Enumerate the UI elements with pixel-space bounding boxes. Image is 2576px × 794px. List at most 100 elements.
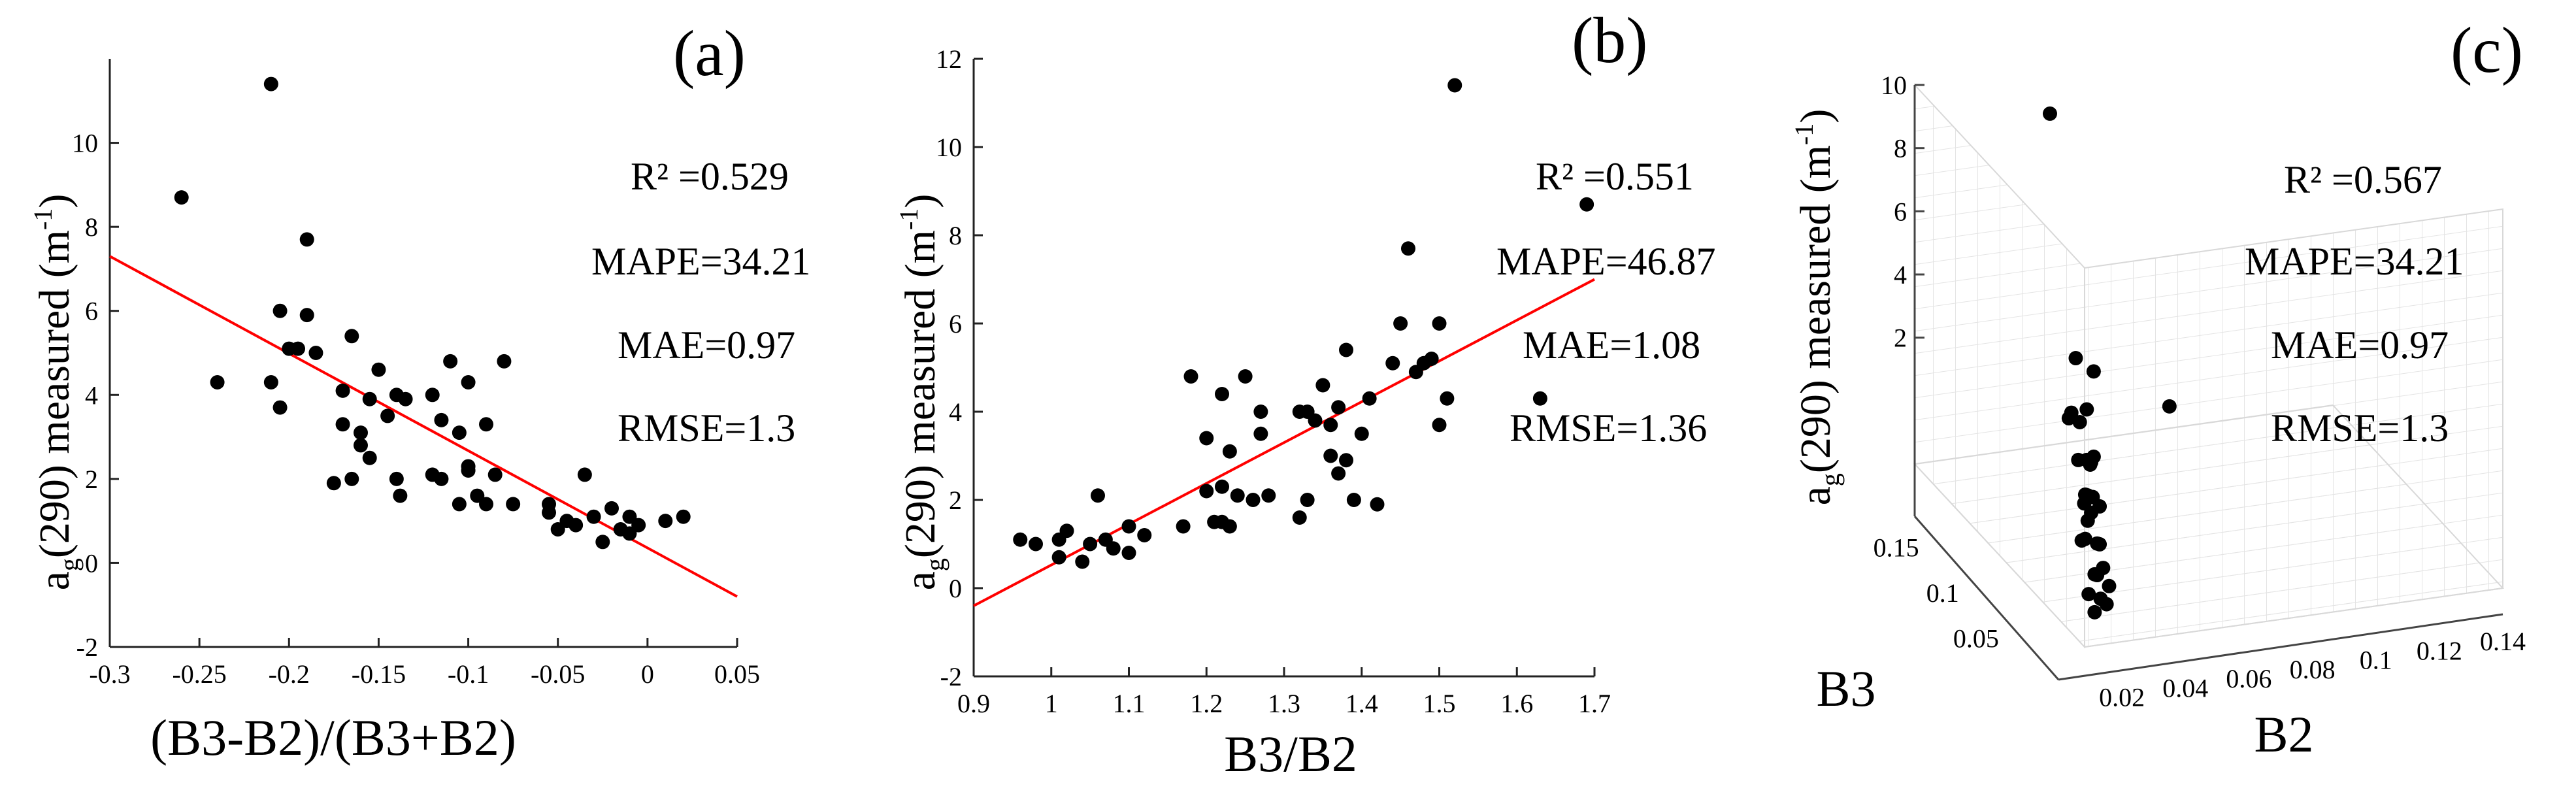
panel-a-stat-mae: MAE=0.97 — [618, 323, 795, 367]
panel-b-point — [1222, 519, 1237, 534]
panel-b-ytick-label: 8 — [949, 221, 962, 250]
panel-b-point — [1029, 537, 1043, 552]
panel-a-ytick-label: -2 — [76, 633, 98, 662]
panel-c-xlabel: B2 — [2254, 706, 2313, 763]
panel-a-point — [443, 354, 458, 369]
panel-b-point — [1579, 197, 1594, 212]
panel-a-point — [658, 514, 673, 529]
panel-a-point — [595, 535, 610, 550]
panel-b-point — [1292, 510, 1307, 525]
panel-b-point — [1432, 418, 1447, 433]
panel-a-point — [398, 391, 413, 406]
panel-a-letter: (a) — [673, 17, 746, 90]
panel-a-point — [487, 467, 503, 482]
panel-c-b2-tick-label: 0.12 — [2417, 636, 2462, 665]
panel-b-point — [1393, 316, 1408, 331]
panel-c-b2-tick-label: 0.06 — [2226, 664, 2271, 693]
panel-b-point — [1339, 342, 1353, 357]
panel-a-point — [335, 383, 350, 398]
panel-b-xtick-label: 1 — [1045, 689, 1058, 718]
panel-b-point — [1424, 352, 1439, 366]
panel-b-stat-mae: MAE=1.08 — [1523, 323, 1700, 367]
panel-b-point — [1137, 528, 1152, 542]
panel-c-texts: (c) B2 B3 ag(290) measured (m-1) R² =0.5… — [1789, 14, 2523, 763]
panel-a-ytick-label: 8 — [85, 212, 98, 242]
panel-a-point — [380, 408, 395, 423]
panel-b-point — [1440, 391, 1455, 406]
panel-b-xtick-label: 1.6 — [1500, 689, 1533, 718]
panel-b-point — [1215, 479, 1229, 494]
b3-axis-line — [1913, 516, 2060, 680]
panel-b-ylabel-rest: (290) measured (m — [897, 230, 944, 558]
panel-a-point — [354, 425, 368, 440]
panel-b-point — [1246, 493, 1261, 507]
panel-c-point — [2102, 578, 2117, 593]
panel-c-letter: (c) — [2451, 14, 2523, 86]
panel-b-point — [1354, 426, 1369, 441]
panel-b-point — [1331, 400, 1346, 415]
panel-a-point — [604, 501, 619, 516]
panel-c-ylabel-sub: g — [1815, 473, 1845, 486]
panel-a-stat-mape: MAPE=34.21 — [591, 240, 811, 283]
panel-b-xtick-label: 1.7 — [1578, 689, 1611, 718]
panel-c-point — [2162, 399, 2177, 414]
panel-b-point — [1401, 241, 1415, 256]
panel-b-point — [1362, 391, 1377, 406]
panel-b-stat-rmse: RMSE=1.36 — [1510, 406, 1707, 450]
panel-c-point — [2080, 513, 2095, 528]
panel-a-xtick-label: -0.1 — [448, 659, 489, 689]
panel-b-xtick-label: 0.9 — [957, 689, 990, 718]
panel-b-ytick-label: 0 — [949, 574, 962, 603]
panel-a-ylabel-sup: -1 — [28, 208, 58, 230]
panel-b-point — [1532, 391, 1547, 406]
panel-a-point — [676, 509, 691, 524]
panel-b-point — [1215, 387, 1229, 401]
svg-text:ag(290) measured (m-1): ag(290) measured (m-1) — [28, 194, 84, 591]
panel-b-point — [1091, 488, 1105, 503]
panel-a-texts: (a) (B3-B2)/(B3+B2) ag(290) measured (m-… — [28, 17, 811, 766]
panel-a: -0.3 -0.25 -0.2 -0.15 -0.1 -0.05 0 0.05 -2 0 2 4 6 8 1… — [72, 59, 760, 689]
panel-c-b3-label: B3 — [1816, 660, 1875, 717]
panel-c-stat-mae: MAE=0.97 — [2271, 323, 2449, 367]
panel-b-point — [1199, 484, 1214, 499]
panel-a-stat-rmse: RMSE=1.3 — [618, 406, 795, 450]
panel-b-xtick-label: 1.4 — [1346, 689, 1378, 718]
panel-b-point — [1238, 369, 1253, 384]
panel-a-point — [354, 438, 368, 453]
panel-a-point — [452, 425, 467, 440]
panel-b-point — [1432, 316, 1447, 331]
panel-a-point — [362, 450, 377, 465]
panel-a-point — [461, 375, 476, 389]
panel-b-point — [1176, 519, 1191, 534]
panel-a-xtick-label: -0.25 — [172, 659, 226, 689]
panel-a-point — [389, 471, 404, 486]
panel-b-point — [1083, 537, 1098, 552]
panel-b-point — [1199, 431, 1214, 446]
panel-a-point — [263, 76, 278, 91]
panel-b-point — [1230, 488, 1245, 503]
panel-a-point — [479, 417, 493, 432]
panel-c-point — [2064, 405, 2079, 420]
panel-b-point — [1121, 546, 1136, 560]
panel-a-stat-r2: R² =0.529 — [631, 155, 789, 198]
panel-a-ytick-label: 2 — [85, 465, 98, 494]
panel-c-b3-tick-label: 0.05 — [1953, 624, 1999, 653]
panel-b-point — [1339, 453, 1353, 468]
panel-b-point — [1331, 466, 1346, 481]
panel-b-xtick-label: 1.2 — [1190, 689, 1223, 718]
panel-c-b3-tick-label: 0.15 — [1874, 533, 1919, 563]
panel-a-point — [272, 400, 288, 415]
panel-a-point — [479, 497, 493, 512]
panel-b-texts: (b) B3/B2 ag(290) measured (m-1) R² =0.5… — [894, 4, 1716, 782]
panel-c-b2-tick-label: 0.02 — [2099, 683, 2145, 712]
panel-c-point — [2079, 402, 2094, 417]
panel-c-point — [2072, 414, 2087, 429]
panel-a-ytick-label: 6 — [85, 297, 98, 326]
panel-a-point — [299, 308, 314, 323]
panel-a-ylabel-rest: (290) measured (m — [31, 230, 78, 558]
panel-b-ylabel-close: ) — [897, 194, 944, 208]
panel-a-point — [569, 518, 584, 533]
panel-c-point — [2081, 587, 2096, 602]
panel-c-ylabel-close: ) — [1792, 109, 1840, 124]
